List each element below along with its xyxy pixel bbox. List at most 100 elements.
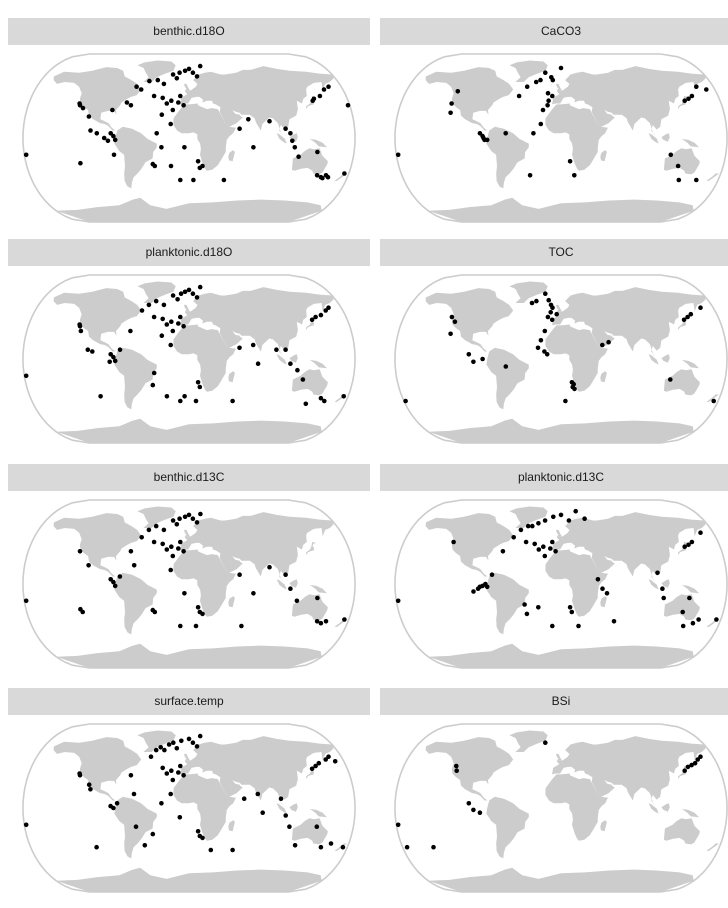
landmass-new-zealand [706,394,719,402]
site-point [471,807,476,813]
facet-strip-title: planktonic.d18O [8,239,370,266]
site-point [595,577,601,582]
site-point [177,815,183,820]
site-point [260,810,265,815]
site-point [164,101,170,106]
landmass-eurasia [180,66,334,137]
site-point [182,591,187,596]
site-point [696,617,701,622]
site-point [558,65,564,71]
landmass-africa [173,773,236,841]
landmass-uk [556,304,562,313]
site-point [309,766,315,772]
landmass-greenland [509,281,548,303]
land-layer [53,730,347,892]
landmass-indonesia-borneo [661,354,670,363]
site-point [181,773,186,778]
site-point [471,589,476,594]
site-point [23,822,29,828]
site-point [110,107,115,113]
site-point [174,522,180,527]
site-point [152,163,158,169]
site-point [164,322,170,327]
site-point [197,733,203,739]
site-point [90,349,95,354]
landmass-new-guinea [309,808,327,818]
site-point [124,100,130,105]
site-point [542,553,548,559]
site-point [283,347,288,352]
landmass-antarctica [428,867,694,892]
site-point [169,768,174,773]
site-point [551,514,556,520]
site-point [317,93,323,99]
site-point [239,623,244,629]
site-point [182,145,187,150]
landmass-north-america [425,288,514,352]
landmass-new-guinea [681,138,699,148]
site-point [550,305,555,310]
landmass-indonesia-borneo [289,579,298,588]
site-point [540,107,546,113]
site-point [133,824,139,829]
globe-outline [22,274,356,444]
site-point [484,137,490,143]
site-points [23,63,351,183]
facet-panel: CaCO3 [380,18,728,238]
site-point [538,121,544,127]
site-point [181,549,186,554]
site-point [111,579,116,585]
site-point [315,595,320,601]
site-point [536,605,541,610]
site-points [395,508,719,629]
site-point [160,541,165,547]
site-point [604,591,610,596]
site-point [168,163,174,169]
landmass-japan [306,766,316,780]
site-point [550,93,555,99]
site-point [685,764,691,770]
site-point [128,773,134,778]
site-point [471,359,476,365]
site-point [159,145,164,150]
site-point [550,539,555,545]
site-point [688,311,694,317]
site-point [246,117,251,122]
site-point [146,527,152,533]
landmass-antarctica [428,643,694,668]
landmass-indonesia-sumatra [276,579,287,590]
site-point [190,70,196,75]
site-point [503,131,508,136]
map-canvas [22,274,356,444]
site-point [107,359,112,365]
landmass-madagascar [600,820,607,832]
landmass-north-america [53,67,142,131]
site-point [166,742,172,747]
site-point [606,339,611,345]
world-map [8,266,370,459]
site-point [314,824,320,829]
site-point [536,547,542,552]
site-point [345,103,351,108]
site-point [178,291,184,296]
site-point [128,549,134,554]
site-point [88,787,93,792]
landmass-africa [173,103,236,171]
landmass-madagascar [228,820,235,832]
landmass-eurasia [180,512,334,583]
landmass-eurasia [552,736,706,807]
site-point [477,810,483,815]
site-point [78,328,84,334]
site-point [548,310,553,315]
landmass-uk [184,753,190,762]
site-point [159,801,164,806]
site-point [542,518,548,523]
site-point [177,70,182,75]
site-point [395,598,401,604]
site-point [182,394,187,399]
landmass-japan [678,96,688,110]
landmass-indonesia-borneo [289,354,298,363]
facet-panel: TOC [380,239,728,459]
site-point [687,595,692,601]
